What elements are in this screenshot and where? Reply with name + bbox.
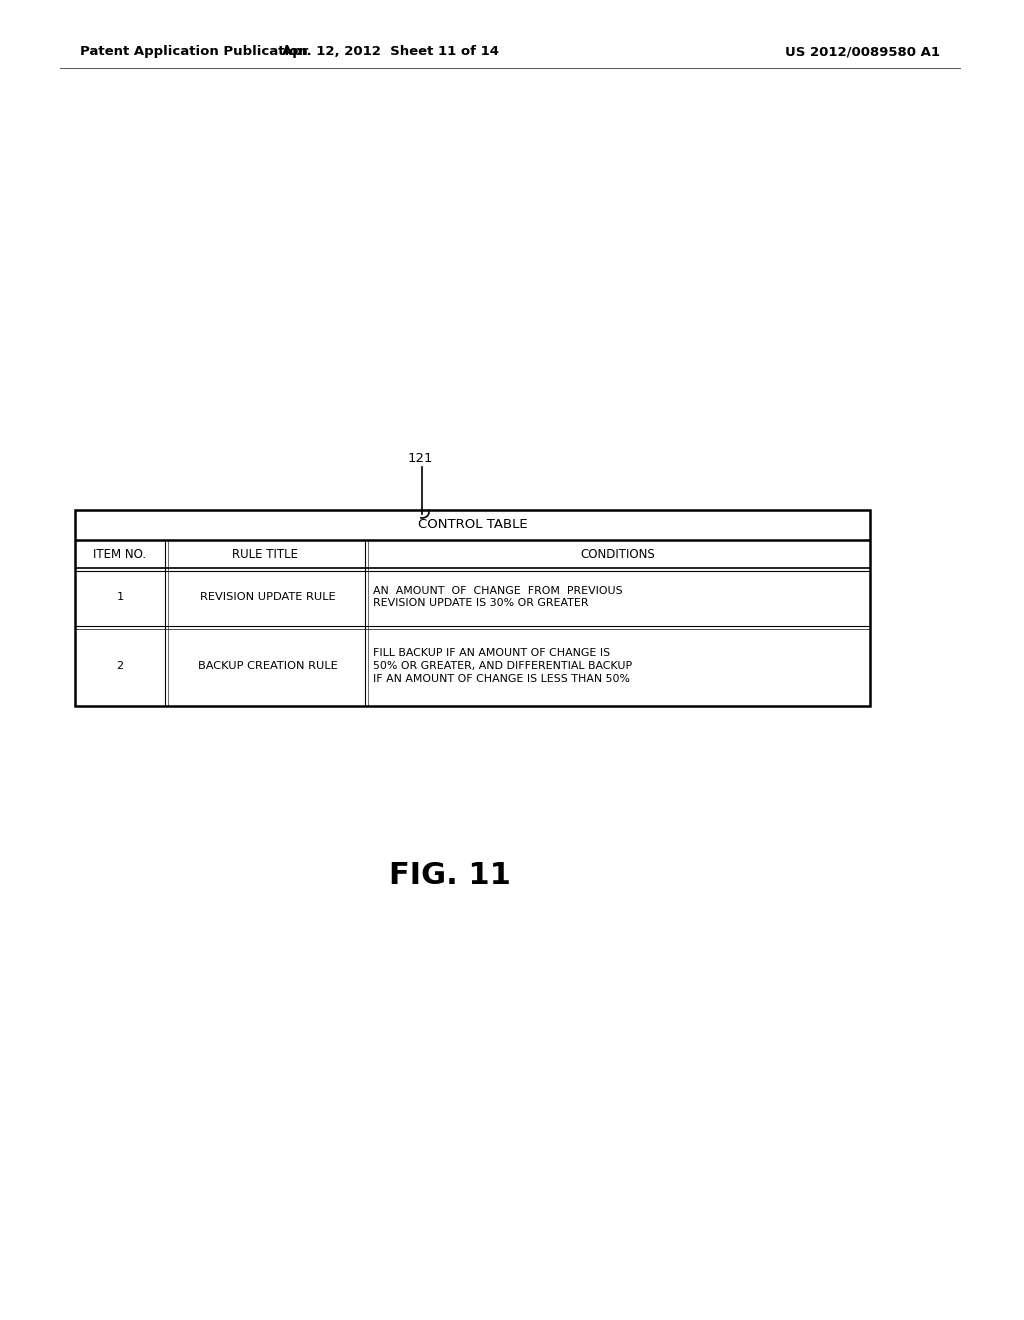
Text: FILL BACKUP IF AN AMOUNT OF CHANGE IS: FILL BACKUP IF AN AMOUNT OF CHANGE IS (373, 648, 610, 657)
Text: REVISION UPDATE RULE: REVISION UPDATE RULE (200, 591, 336, 602)
Text: CONTROL TABLE: CONTROL TABLE (418, 519, 527, 532)
Text: 1: 1 (117, 591, 124, 602)
Text: Patent Application Publication: Patent Application Publication (80, 45, 308, 58)
Text: REVISION UPDATE IS 30% OR GREATER: REVISION UPDATE IS 30% OR GREATER (373, 598, 589, 609)
Text: CONDITIONS: CONDITIONS (581, 548, 655, 561)
Text: RULE TITLE: RULE TITLE (232, 548, 298, 561)
Text: AN  AMOUNT  OF  CHANGE  FROM  PREVIOUS: AN AMOUNT OF CHANGE FROM PREVIOUS (373, 586, 623, 595)
Text: 2: 2 (117, 661, 124, 671)
Text: BACKUP CREATION RULE: BACKUP CREATION RULE (198, 661, 338, 671)
Text: FIG. 11: FIG. 11 (389, 861, 511, 890)
Text: ITEM NO.: ITEM NO. (93, 548, 146, 561)
Text: IF AN AMOUNT OF CHANGE IS LESS THAN 50%: IF AN AMOUNT OF CHANGE IS LESS THAN 50% (373, 675, 630, 684)
Text: 121: 121 (408, 451, 433, 465)
Text: Apr. 12, 2012  Sheet 11 of 14: Apr. 12, 2012 Sheet 11 of 14 (282, 45, 499, 58)
Text: 50% OR GREATER, AND DIFFERENTIAL BACKUP: 50% OR GREATER, AND DIFFERENTIAL BACKUP (373, 661, 632, 671)
Text: US 2012/0089580 A1: US 2012/0089580 A1 (785, 45, 940, 58)
